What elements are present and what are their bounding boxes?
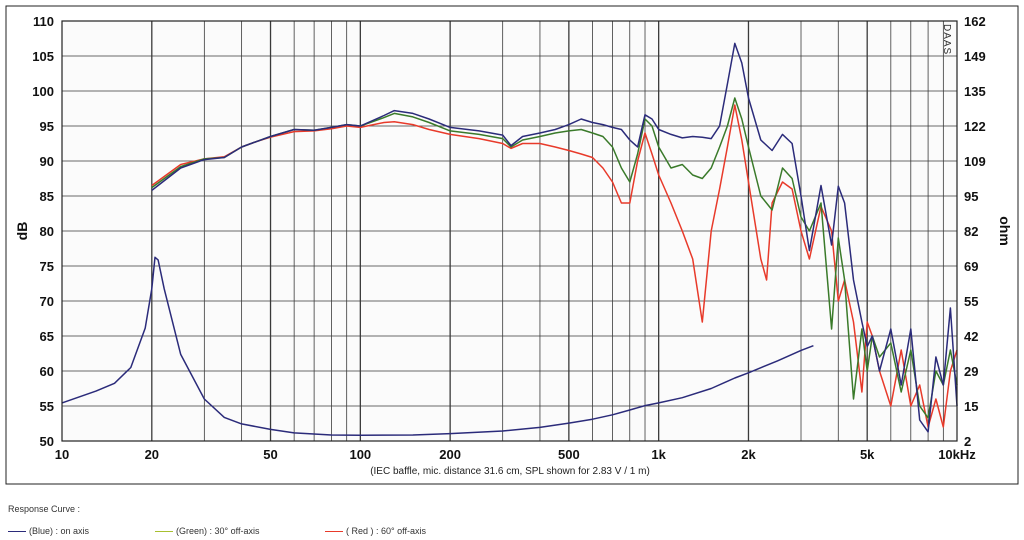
y-tick-label-left: 90 xyxy=(40,154,54,169)
y-tick-label-left: 105 xyxy=(32,49,54,64)
y-tick-label-right: 42 xyxy=(964,329,978,344)
y-tick-label-left: 85 xyxy=(40,189,54,204)
legend-label-green: (Green) : 30° off-axis xyxy=(176,526,260,536)
series-layer xyxy=(61,42,958,436)
y-tick-label-right: 55 xyxy=(964,294,978,309)
frequency-response-chart: 10 20 50 100 200 500 1k 2k 5k 10kHz 50 55 60 65 70 75 80… xyxy=(5,5,1019,485)
y-tick-label-left: 110 xyxy=(33,14,54,29)
y-tick-label-left: 80 xyxy=(40,224,54,239)
x-tick-label: 500 xyxy=(558,447,580,462)
x-tick-label: 10kHz xyxy=(938,447,976,462)
series-60-off-axis-line xyxy=(151,104,958,428)
measurement-note: (IEC baffle, mic. distance 31.6 cm, SPL … xyxy=(370,466,650,477)
y-tick-label-left: 55 xyxy=(40,399,54,414)
y-tick-label-left: 100 xyxy=(32,84,54,99)
chart-border xyxy=(5,5,1019,485)
y-tick-label-left: 60 xyxy=(40,364,54,379)
x-tick-label: 20 xyxy=(145,447,159,462)
legend-swatch-red xyxy=(325,531,343,533)
x-tick-label: 2k xyxy=(741,447,756,462)
legend-item-blue: (Blue) : on axis xyxy=(8,526,89,536)
legend-title: Response Curve : xyxy=(8,504,81,514)
y-tick-label-left: 95 xyxy=(40,119,54,134)
y-tick-label-right: 29 xyxy=(964,364,978,379)
series-on-axis-line xyxy=(151,42,958,433)
legend-item-red: ( Red ) : 60° off-axis xyxy=(325,526,426,536)
x-tick-label: 1k xyxy=(651,447,666,462)
y-tick-label-right: 162 xyxy=(964,14,986,29)
y-tick-label-right: 95 xyxy=(964,189,978,204)
tick-labels: 10 20 50 100 200 500 1k 2k 5k 10kHz 50 55 60 65 70 75 80… xyxy=(32,14,985,462)
legend-swatch-blue xyxy=(8,531,26,533)
y-tick-label-right: 122 xyxy=(964,119,986,134)
legend: Response Curve : (Blue) : on axis (Green… xyxy=(0,496,1024,540)
x-tick-label: 5k xyxy=(860,447,875,462)
x-tick-label: 50 xyxy=(263,447,277,462)
y-axis-left-title: dB xyxy=(14,222,30,241)
legend-item-green: (Green) : 30° off-axis xyxy=(155,526,259,536)
y-tick-label-right: 109 xyxy=(964,154,986,169)
x-tick-label: 200 xyxy=(439,447,461,462)
x-tick-label: 100 xyxy=(349,447,371,462)
x-tick-label: 10 xyxy=(55,447,69,462)
y-tick-label-right: 149 xyxy=(964,49,986,64)
y-tick-label-left: 50 xyxy=(40,434,54,449)
y-axis-right-title: ohm xyxy=(997,216,1013,246)
y-tick-label-left: 65 xyxy=(40,329,54,344)
y-tick-label-right: 69 xyxy=(964,259,978,274)
y-tick-label-right: 135 xyxy=(964,84,986,99)
impedance-line xyxy=(61,256,814,436)
legend-label-red: ( Red ) : 60° off-axis xyxy=(346,526,426,536)
plot-frame xyxy=(61,20,958,442)
legend-label-blue: (Blue) : on axis xyxy=(29,526,90,536)
y-tick-label-right: 82 xyxy=(964,224,978,239)
y-tick-label-right: 15 xyxy=(964,399,978,414)
brand-mark: DAAS xyxy=(941,24,952,55)
y-tick-label-left: 70 xyxy=(40,294,54,309)
legend-swatch-green xyxy=(155,531,173,533)
y-tick-label-left: 75 xyxy=(40,259,54,274)
y-tick-label-right: 2 xyxy=(964,434,971,449)
